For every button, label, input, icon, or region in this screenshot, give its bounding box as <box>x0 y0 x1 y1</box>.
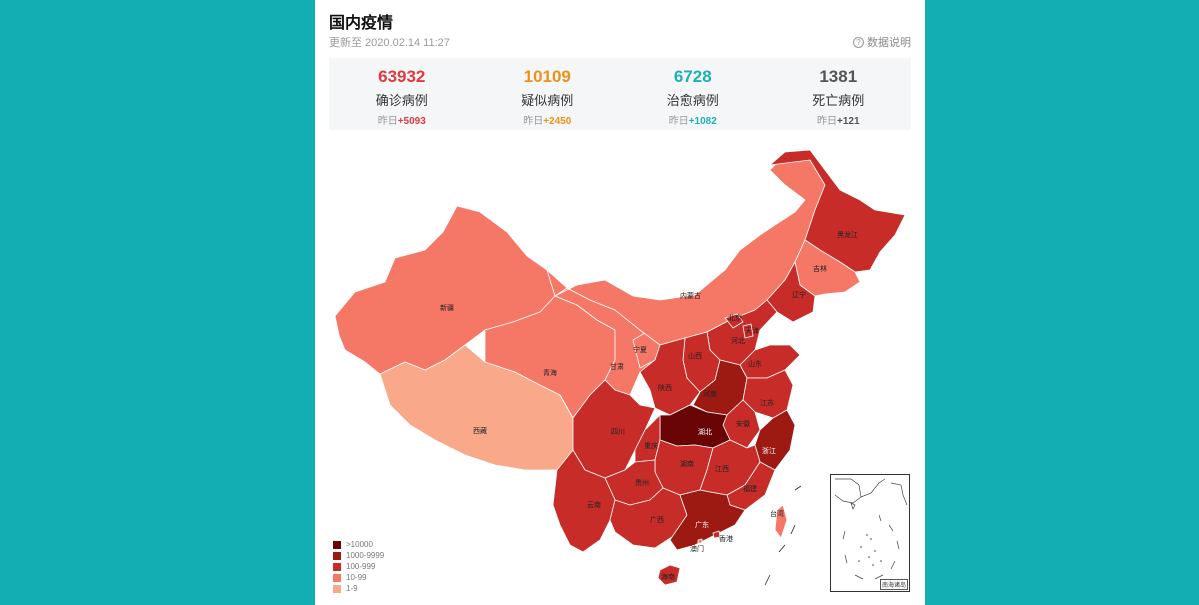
province-guangdong[interactable] <box>669 489 746 551</box>
stat-cured: 6728 治愈病例 昨日+1082 <box>620 58 766 130</box>
inset-map <box>834 478 908 580</box>
south-china-sea-inset: 南海诸岛 <box>830 474 910 592</box>
data-explain-link[interactable]: ? 数据说明 <box>853 34 911 50</box>
province-yunnan[interactable] <box>552 449 616 553</box>
stat-delta: 昨日+1082 <box>668 116 717 127</box>
label-fujian: 福建 <box>743 484 757 493</box>
stat-label: 治愈病例 <box>666 93 719 108</box>
label-chongqing: 重庆 <box>644 441 658 450</box>
legend-item: 100-999 <box>333 561 384 572</box>
label-hubei: 湖北 <box>698 427 712 436</box>
province-shaanxi[interactable] <box>639 337 701 416</box>
label-neimenggu: 内蒙古 <box>680 291 701 300</box>
stat-delta: 昨日+121 <box>816 116 860 127</box>
stat-label: 疑似病例 <box>521 93 574 108</box>
province-labels: 新疆 西藏 青海 甘肃 宁夏 内蒙古 黑龙江 吉林 辽宁 北京 天津 河北 山西… <box>440 230 858 581</box>
label-shaanxi: 陕西 <box>658 383 672 392</box>
label-gansu: 甘肃 <box>610 362 624 371</box>
stats-panel: 63932 确诊病例 昨日+5093 10109 疑似病例 昨日+2450 67… <box>329 58 911 130</box>
label-heilongjiang: 黑龙江 <box>837 230 858 239</box>
label-liaoning: 辽宁 <box>792 290 806 299</box>
province-heilongjiang[interactable] <box>769 149 906 273</box>
label-sichuan: 四川 <box>611 428 625 436</box>
label-yunnan: 云南 <box>587 500 601 509</box>
label-guizhou: 贵州 <box>635 478 649 487</box>
label-taiwan: 台湾 <box>770 509 784 518</box>
legend-item: >10000 <box>333 539 384 550</box>
stat-delta: 昨日+2450 <box>523 116 572 127</box>
china-map: 新疆 西藏 青海 甘肃 宁夏 内蒙古 黑龙江 吉林 辽宁 北京 天津 河北 山西… <box>334 149 906 586</box>
label-zhejiang: 浙江 <box>762 446 776 455</box>
label-guangxi: 广西 <box>650 515 664 524</box>
label-hongkong: 香港 <box>719 534 733 543</box>
update-time: 更新至 2020.02.14 11:27 <box>329 37 450 49</box>
label-hebei: 河北 <box>731 337 745 345</box>
label-beijing: 北京 <box>728 313 742 322</box>
province-macao[interactable] <box>697 538 703 544</box>
map-legend: >10000 1000-9999 100-999 10-99 1-9 <box>333 539 384 594</box>
province-hongkong[interactable] <box>712 530 721 539</box>
province-zhejiang[interactable] <box>754 409 796 471</box>
label-jiangxi: 江西 <box>715 465 729 473</box>
stat-suspected: 10109 疑似病例 昨日+2450 <box>475 58 621 130</box>
page-title: 国内疫情 <box>329 15 394 32</box>
legend-item: 1-9 <box>333 583 384 594</box>
label-xizang: 西藏 <box>473 426 487 435</box>
legend-item: 10-99 <box>333 572 384 583</box>
epidemic-card: 国内疫情 更新至 2020.02.14 11:27 ? 数据说明 63932 确… <box>315 0 925 605</box>
stat-value: 6728 <box>673 67 712 86</box>
label-qinghai: 青海 <box>543 368 557 377</box>
label-henan: 河南 <box>703 389 717 398</box>
stat-dead: 1381 死亡病例 昨日+121 <box>766 58 912 130</box>
province-beijing[interactable] <box>724 313 744 329</box>
inset-caption: 南海诸岛 <box>879 579 908 590</box>
province-tianjin[interactable] <box>742 323 754 339</box>
label-shandong: 山东 <box>748 359 762 368</box>
legend-item: 1000-9999 <box>333 550 384 561</box>
label-anhui: 安徽 <box>736 419 750 428</box>
label-ningxia: 宁夏 <box>633 345 647 354</box>
stat-delta: 昨日+5093 <box>377 116 426 127</box>
label-macao: 澳门 <box>690 544 704 553</box>
sea-boundary-marks <box>764 485 802 586</box>
label-jiangsu: 江苏 <box>760 398 774 407</box>
data-explain-label: 数据说明 <box>867 37 911 49</box>
label-hainan: 海南 <box>661 572 675 581</box>
label-xinjiang: 新疆 <box>440 303 454 312</box>
stat-value: 63932 <box>378 67 426 86</box>
province-taiwan[interactable] <box>774 504 788 539</box>
stat-value: 1381 <box>819 67 858 86</box>
stat-value: 10109 <box>523 67 571 86</box>
stat-confirmed: 63932 确诊病例 昨日+5093 <box>329 58 475 130</box>
label-jilin: 吉林 <box>813 264 827 273</box>
label-tianjin: 天津 <box>745 327 759 335</box>
label-guangdong: 广东 <box>695 520 709 529</box>
stat-label: 死亡病例 <box>812 93 865 108</box>
stat-label: 确诊病例 <box>375 93 428 108</box>
question-icon: ? <box>853 36 864 48</box>
label-shanxi: 山西 <box>688 351 702 360</box>
province-hainan[interactable] <box>657 564 681 586</box>
label-hunan: 湖南 <box>680 459 694 468</box>
